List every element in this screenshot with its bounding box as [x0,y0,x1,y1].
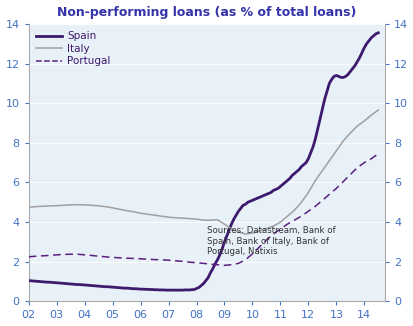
Line: Spain: Spain [28,33,377,290]
Line: Portugal: Portugal [28,154,377,265]
Portugal [221,263,226,267]
Portugal [131,257,136,260]
Italy [263,227,268,230]
Italy [242,232,247,236]
Italy [368,113,373,117]
Portugal [26,255,31,259]
Portugal [368,157,373,161]
Text: Sources: Datastream, Bank of
Spain, Bank of Italy, Bank of
Portugal, Natixis: Sources: Datastream, Bank of Spain, Bank… [206,227,335,256]
Title: Non-performing loans (as % of total loans): Non-performing loans (as % of total loan… [57,6,356,19]
Line: Italy: Italy [28,110,377,234]
Italy [375,108,380,112]
Portugal [284,222,289,226]
Italy [26,205,31,209]
Legend: Spain, Italy, Portugal: Spain, Italy, Portugal [34,29,112,68]
Italy [131,210,136,214]
Italy [284,214,289,218]
Italy [103,205,108,209]
Portugal [138,257,143,261]
Portugal [103,255,108,259]
Spain [273,187,278,191]
Spain [198,284,203,288]
Portugal [375,152,380,156]
Spain [26,279,31,283]
Spain [375,31,380,35]
Portugal [263,238,268,242]
Spain [164,288,169,292]
Spain [370,34,375,38]
Spain [249,198,254,202]
Spain [240,203,245,207]
Spain [150,288,154,291]
Italy [138,211,143,215]
